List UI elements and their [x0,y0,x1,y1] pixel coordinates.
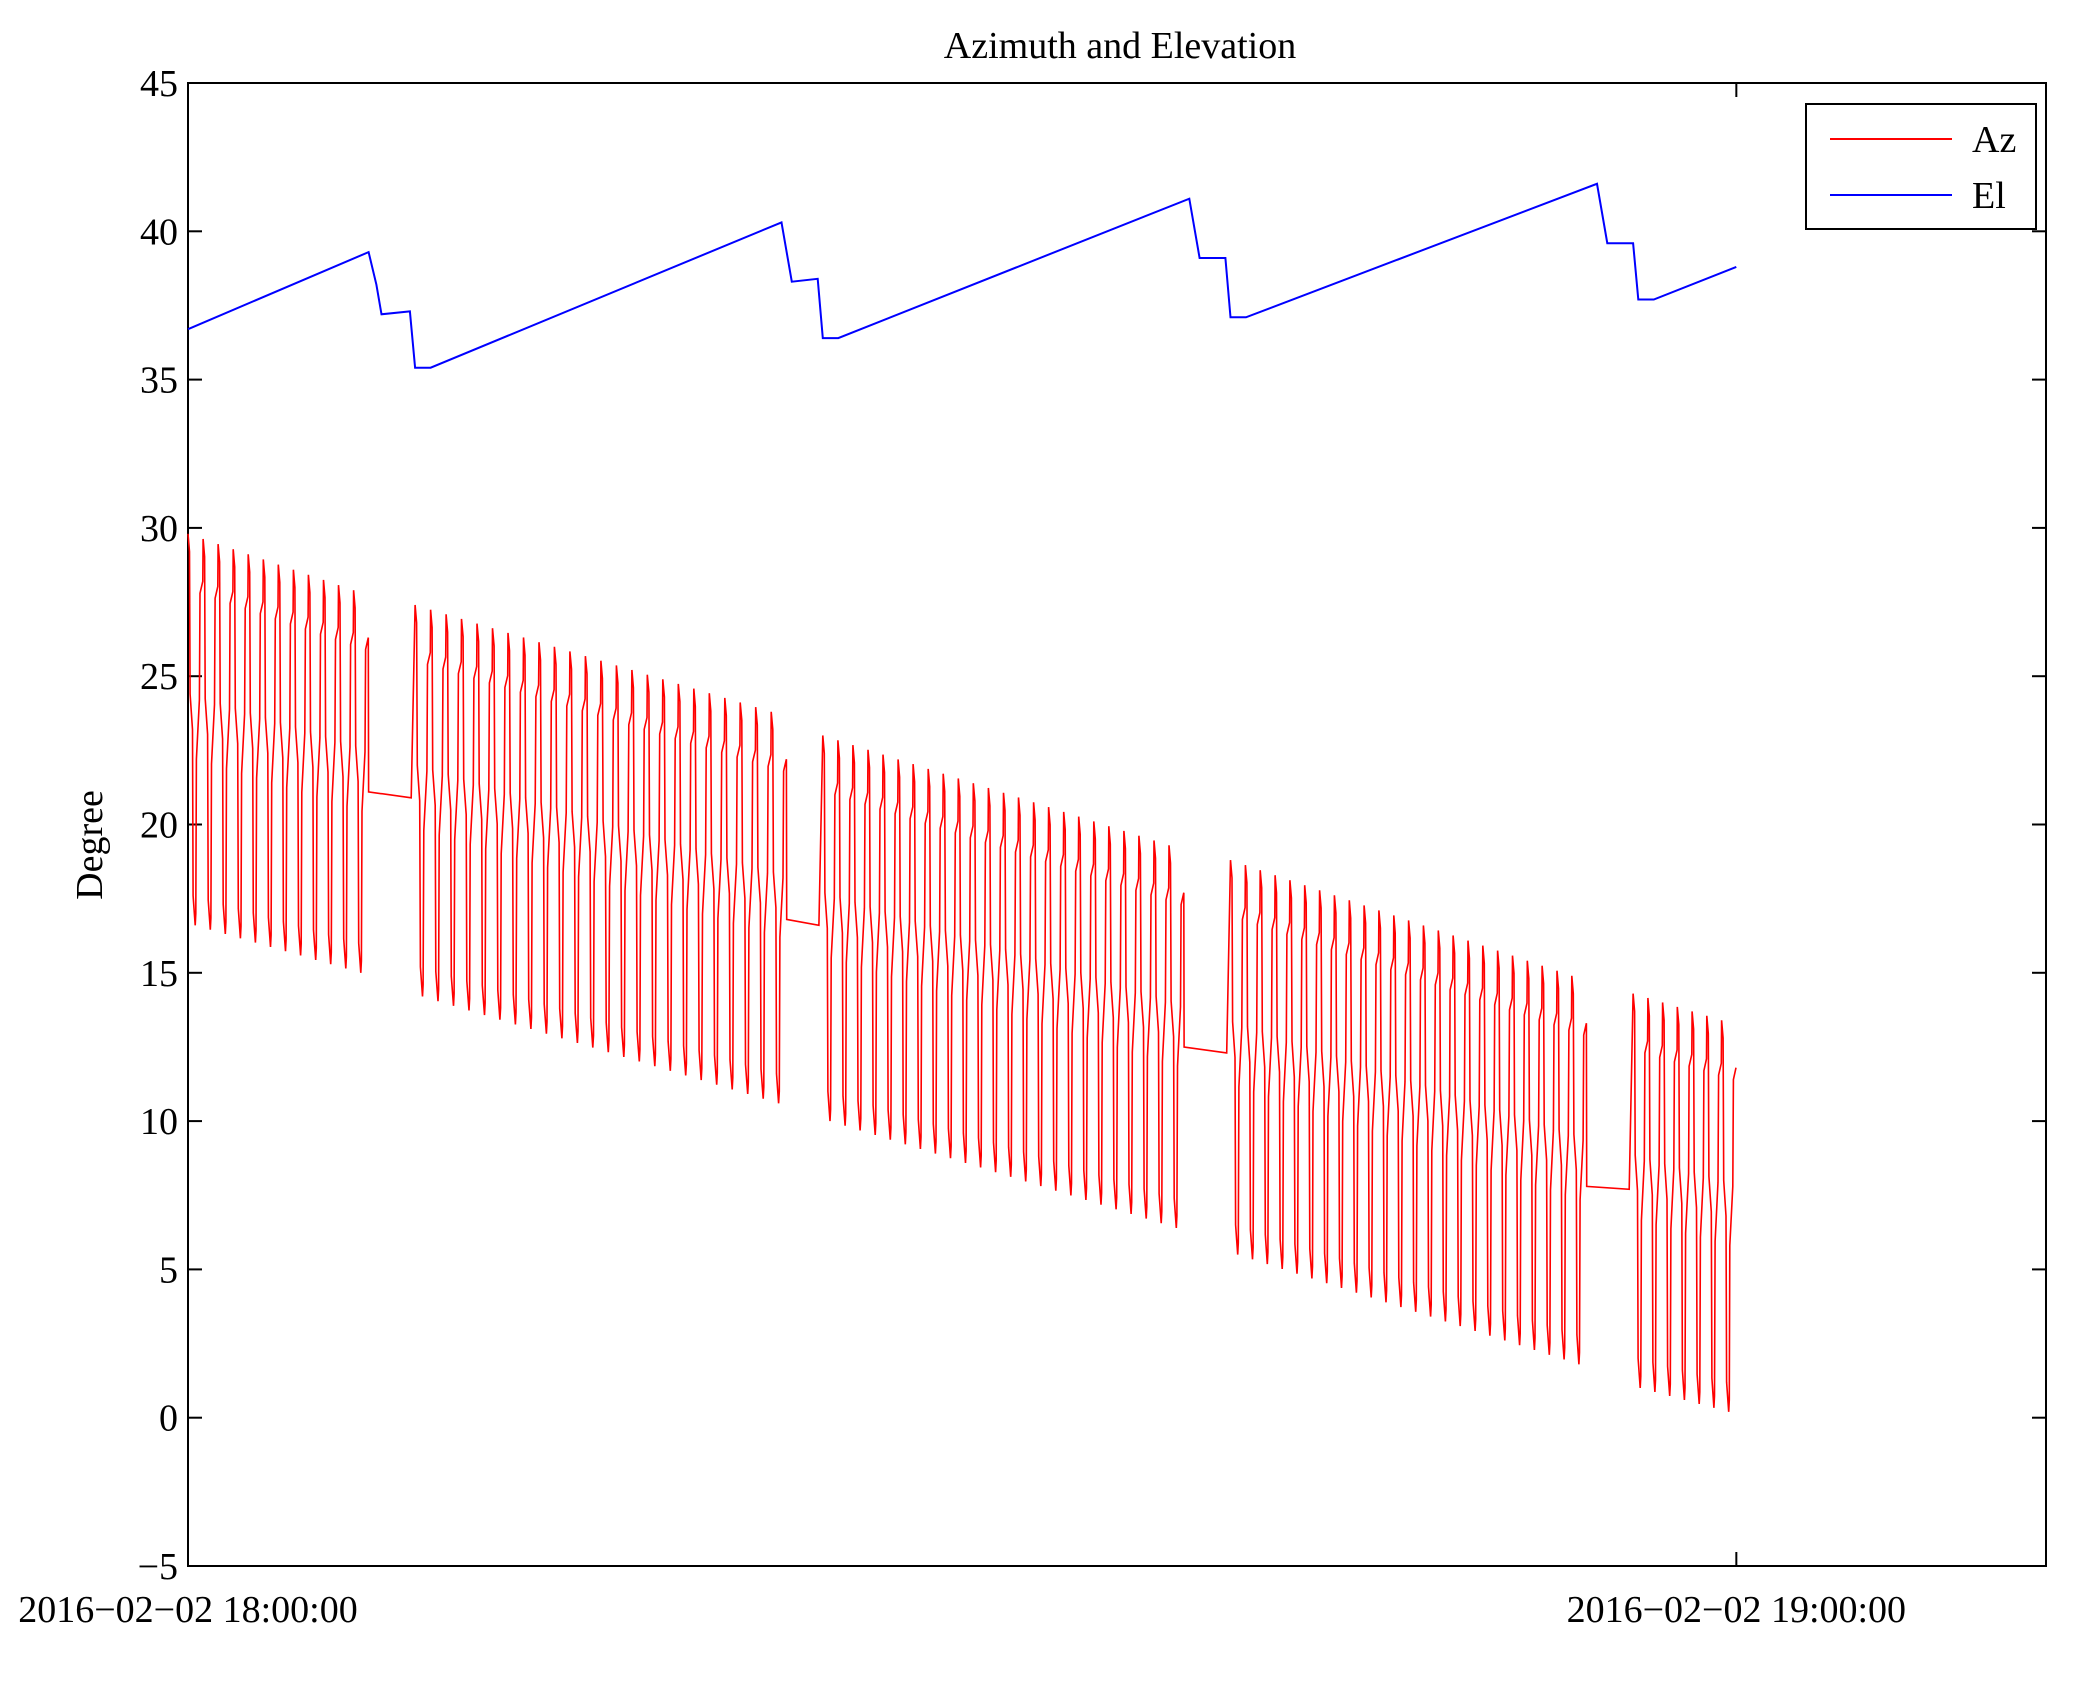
y-tick-label: 10 [140,1101,178,1143]
y-axis: −5 0 5 10 15 20 25 30 35 40 45 [138,63,2046,1588]
y-tick-label: 30 [140,508,178,550]
y-tick-label: 15 [140,953,178,995]
y-tick-label: 45 [140,63,178,105]
y-tick-label: 25 [140,656,178,698]
y-tick-label: 35 [140,360,178,402]
series-el-line [187,182,1737,369]
y-tick-label: 20 [140,805,178,847]
x-axis: 2016−02−02 18:00:00 2016−02−02 19:00:00 [18,83,1906,1631]
y-tick-label: 5 [159,1249,178,1291]
y-axis-label: Degree [69,790,111,900]
series-layer [187,182,1737,1412]
legend: Az El [1805,103,2037,230]
y-tick-label: −5 [138,1546,178,1588]
legend-label-el: El [1972,175,2006,217]
legend-box [1805,103,2037,230]
plot-area: −5 0 5 10 15 20 25 30 35 40 45 2016−02−02 18:00:00… [18,63,2047,1631]
x-tick-label: 2016−02−02 18:00:00 [18,1589,357,1631]
x-tick-label: 2016−02−02 19:00:00 [1567,1589,1906,1631]
y-tick-label: 40 [140,211,178,253]
y-tick-label: 0 [159,1398,178,1440]
legend-label-az: Az [1972,119,2016,161]
chart-title: Azimuth and Elevation [944,25,1296,67]
series-az-line [187,533,1737,1412]
